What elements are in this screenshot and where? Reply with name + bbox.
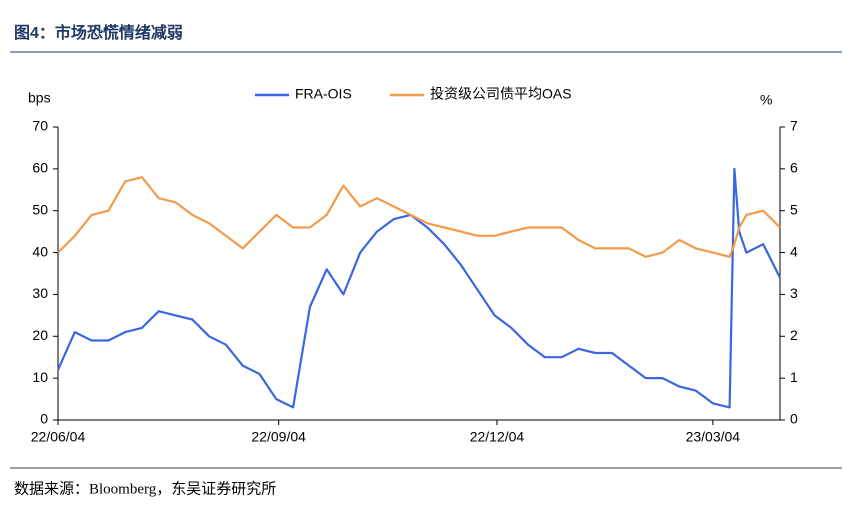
x-tick-label: 23/03/04 — [686, 429, 741, 445]
y-tick-label: 50 — [32, 201, 48, 217]
y-tick-label: 10 — [32, 369, 48, 385]
y2-tick-label: 2 — [790, 327, 798, 343]
y2-axis-label: % — [760, 92, 772, 108]
y2-tick-label: 6 — [790, 160, 798, 176]
y2-tick-label: 4 — [790, 243, 798, 259]
series-line — [57, 176, 781, 258]
legend-label: FRA-OIS — [295, 86, 352, 102]
y-tick-label: 20 — [32, 327, 48, 343]
y-tick-label: 30 — [32, 285, 48, 301]
y-axis-label: bps — [28, 90, 51, 106]
y-tick-label: 70 — [32, 118, 48, 134]
y2-tick-label: 1 — [790, 369, 798, 385]
y2-tick-label: 3 — [790, 285, 798, 301]
series-line — [56, 167, 781, 409]
x-tick-label: 22/09/04 — [251, 429, 306, 445]
x-tick-label: 22/06/04 — [31, 429, 86, 445]
y-tick-label: 40 — [32, 243, 48, 259]
y-tick-label: 60 — [32, 160, 48, 176]
legend-label: 投资级公司债平均OAS — [430, 86, 572, 102]
source: 数据来源：Bloomberg，东吴证券研究所 — [14, 480, 276, 497]
y2-tick-label: 0 — [790, 411, 798, 427]
x-tick-label: 22/12/04 — [470, 429, 525, 445]
y-tick-label: 0 — [40, 411, 48, 427]
chart-title: 图4：市场恐慌情绪减弱 — [14, 23, 183, 42]
y2-tick-label: 7 — [790, 118, 798, 134]
y2-tick-label: 5 — [790, 201, 798, 217]
